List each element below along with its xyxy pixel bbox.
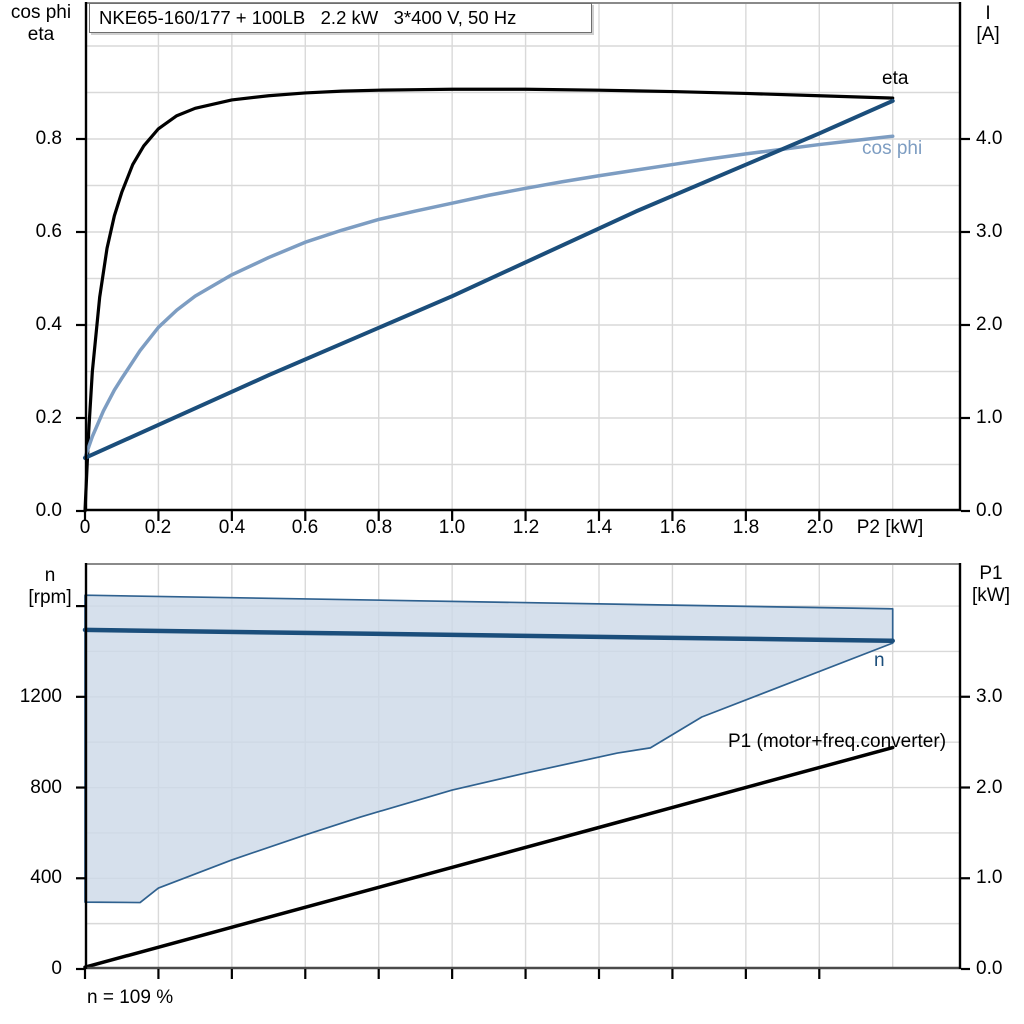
eta-curve [83, 87, 895, 513]
y-left-tick-label: 0.0 [35, 500, 62, 521]
y-right-tick-label: 1.0 [976, 407, 1003, 428]
cos-phi-curve [83, 134, 895, 460]
top-right-axis-title-line1: I [985, 3, 991, 24]
y-right-tick-label: 1.0 [976, 867, 1003, 888]
y-right-tick-label: 0.0 [976, 500, 1003, 521]
x-tick-label: 2.0 [806, 517, 834, 538]
x-axis-label: P2 [kW] [856, 517, 924, 538]
cos-phi-curve-label: cos phi [862, 138, 923, 159]
x-tick-label: 1.4 [585, 517, 613, 538]
chart-title: NKE65-160/177 + 100LB 2.2 kW 3*400 V, 50… [89, 3, 592, 33]
x-tick-label: 1.6 [659, 517, 687, 538]
y-right-tick-label: 2.0 [976, 314, 1003, 335]
y-left-tick-label: 400 [30, 867, 62, 888]
y-left-tick-label: 0 [51, 958, 62, 979]
p1-motor-freq-converter--curve [83, 745, 895, 969]
top-left-axis-title-line2: eta [27, 24, 55, 45]
speed-percentage-note: n = 109 % [87, 987, 174, 1008]
speed-range-band [84, 594, 894, 904]
y-left-tick-label: 1200 [19, 686, 62, 707]
y-left-tick-label: 0.2 [35, 407, 62, 428]
y-left-tick-label: 0.8 [35, 128, 62, 149]
x-tick-label: 0.8 [365, 517, 393, 538]
y-right-tick-label: 0.0 [976, 958, 1003, 979]
y-left-tick-label: 800 [30, 777, 62, 798]
x-tick-label: 0 [79, 517, 91, 538]
y-left-tick-label: 0.6 [35, 221, 62, 242]
n-curve-label: n [874, 650, 885, 671]
x-tick-label: 0.6 [291, 517, 319, 538]
x-tick-label: 1.8 [732, 517, 760, 538]
n-curve [82, 627, 895, 644]
x-tick-label: 0.2 [144, 517, 172, 538]
y-left-tick-label: 0.4 [35, 314, 62, 335]
y-right-tick-label: 3.0 [976, 686, 1003, 707]
bottom-left-axis-title-line2: [rpm] [28, 587, 72, 608]
x-tick-label: 0.4 [218, 517, 246, 538]
top-left-axis-title-line1: cos phi [10, 2, 72, 23]
eta-curve-label: eta [882, 68, 909, 89]
bottom-left-axis-title-line1: n [44, 565, 56, 586]
y-right-tick-label: 3.0 [976, 221, 1003, 242]
y-right-tick-label: 4.0 [976, 128, 1003, 149]
i-curve [83, 98, 895, 460]
p1-curve-label: P1 (motor+freq.converter) [727, 731, 947, 752]
x-tick-label: 1.0 [438, 517, 466, 538]
bottom-right-axis-title-line1: P1 [979, 563, 1003, 584]
y-right-tick-label: 2.0 [976, 777, 1003, 798]
bottom-right-axis-title-line2: [kW] [972, 585, 1010, 606]
top-right-axis-title-line2: [A] [976, 24, 1000, 45]
x-tick-label: 1.2 [512, 517, 540, 538]
